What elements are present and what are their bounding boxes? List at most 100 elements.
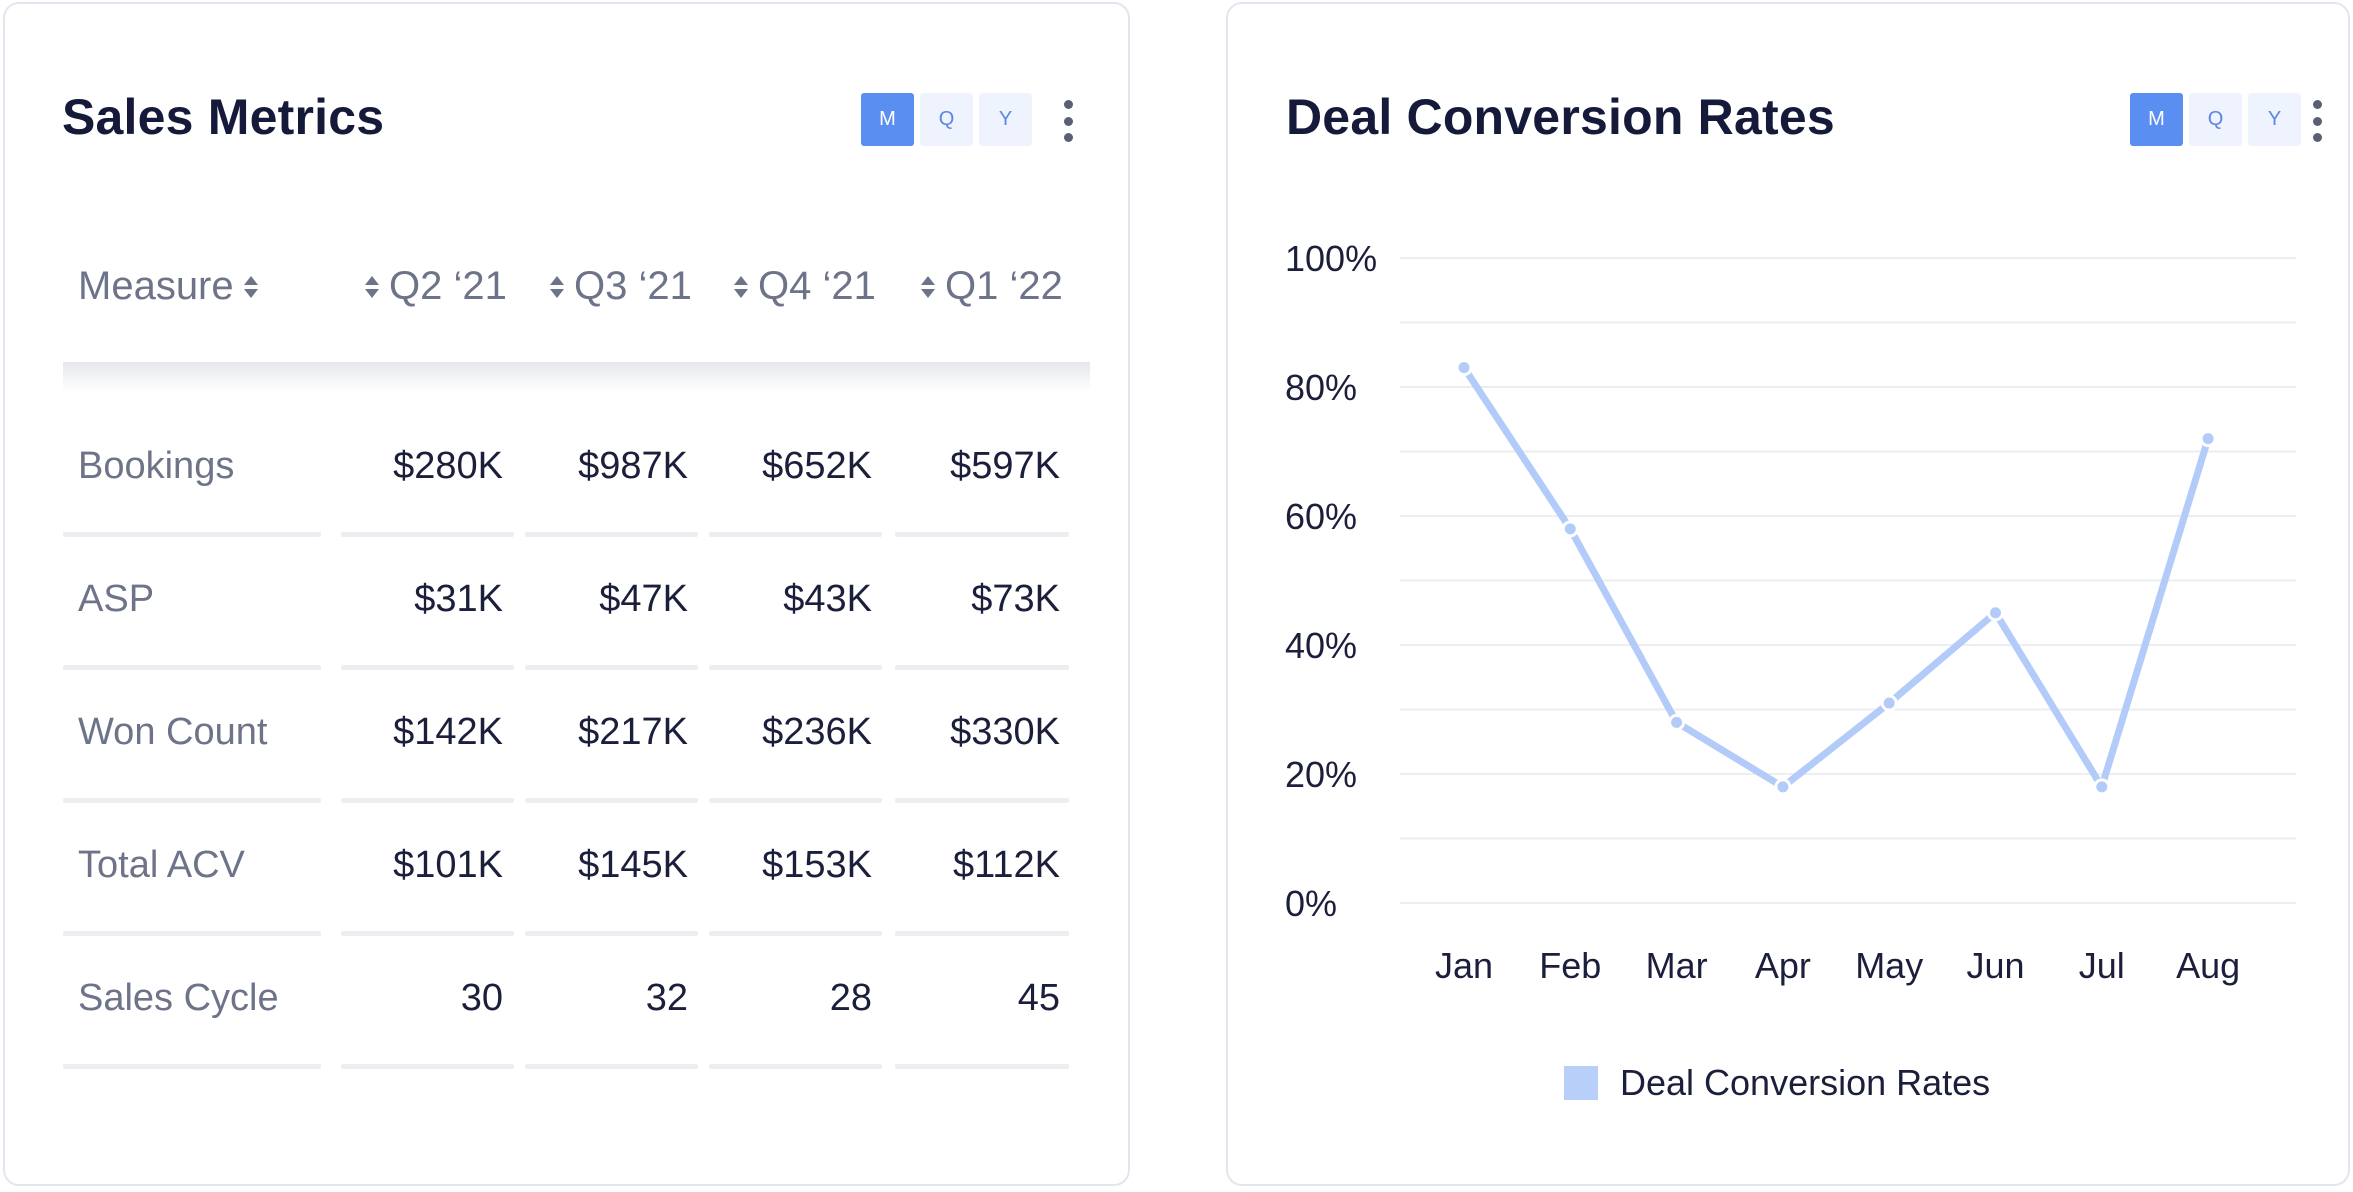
row-divider	[895, 931, 1069, 936]
legend-swatch	[1564, 1066, 1598, 1100]
row-divider	[63, 798, 321, 803]
period-month-button[interactable]: M	[2130, 93, 2183, 146]
row-divider	[341, 931, 514, 936]
row-divider	[709, 665, 882, 670]
x-tick-label: May	[1855, 945, 1923, 986]
row-divider	[895, 532, 1069, 537]
x-tick-label: Aug	[2176, 945, 2240, 986]
row-value: $217K	[578, 710, 688, 753]
period-year-button[interactable]: Y	[2248, 93, 2301, 146]
row-value: $101K	[393, 843, 503, 886]
y-tick-label: 80%	[1285, 367, 1357, 408]
x-tick-label: Jan	[1435, 945, 1493, 986]
row-value: 30	[460, 976, 503, 1019]
period-selector: M Q Y	[2130, 93, 2301, 146]
row-value: 32	[645, 976, 688, 1019]
column-header-q1-22[interactable]: Q1 ‘22	[921, 264, 1063, 309]
row-value: $280K	[393, 444, 503, 487]
row-divider	[525, 931, 698, 936]
x-tick-label: Mar	[1646, 945, 1708, 986]
sales-metrics-card: Sales Metrics M Q Y Measure Q2 ‘21 Q3 ‘2…	[3, 2, 1130, 1186]
metrics-table: Measure Q2 ‘21 Q3 ‘21 Q4 ‘21 Q1 ‘22 Book…	[63, 234, 1090, 1069]
row-value: $145K	[578, 843, 688, 886]
row-divider	[709, 1064, 882, 1069]
data-point[interactable]	[1774, 778, 1792, 796]
period-year-button[interactable]: Y	[979, 93, 1032, 146]
row-divider	[525, 532, 698, 537]
row-value: $330K	[950, 710, 1060, 753]
row-divider	[341, 665, 514, 670]
row-value: $597K	[950, 444, 1060, 487]
data-point[interactable]	[1880, 694, 1898, 712]
row-value: $987K	[578, 444, 688, 487]
data-point[interactable]	[2199, 430, 2217, 448]
x-tick-label: Apr	[1755, 945, 1811, 986]
period-selector: M Q Y	[861, 93, 1032, 146]
y-tick-label: 20%	[1285, 754, 1357, 795]
row-divider	[63, 931, 321, 936]
row-divider	[525, 665, 698, 670]
header-divider	[63, 362, 1090, 392]
row-value: 45	[1017, 976, 1060, 1019]
row-value: $73K	[971, 577, 1060, 620]
sort-icon[interactable]	[921, 275, 935, 298]
sort-icon[interactable]	[365, 275, 379, 298]
column-header-q2-21[interactable]: Q2 ‘21	[365, 264, 507, 309]
data-point[interactable]	[1561, 520, 1579, 538]
x-tick-label: Jun	[1966, 945, 2024, 986]
column-header-label: Q3 ‘21	[574, 264, 692, 308]
row-value: $31K	[414, 577, 503, 620]
period-quarter-button[interactable]: Q	[920, 93, 973, 146]
row-value: $142K	[393, 710, 503, 753]
row-value: $236K	[762, 710, 872, 753]
row-divider	[709, 931, 882, 936]
card-title: Sales Metrics	[62, 89, 385, 145]
column-header-measure[interactable]: Measure	[78, 264, 258, 309]
row-measure-label: Total ACV	[78, 843, 245, 886]
chart-legend[interactable]: Deal Conversion Rates	[1564, 1062, 1990, 1104]
data-point[interactable]	[1668, 713, 1686, 731]
series-line	[1460, 364, 2212, 791]
data-point[interactable]	[1455, 359, 1473, 377]
y-tick-label: 0%	[1285, 883, 1337, 924]
data-point[interactable]	[2093, 778, 2111, 796]
table-row: Total ACV $101K $145K $153K $112K	[63, 805, 1090, 938]
x-tick-label: Jul	[2079, 945, 2125, 986]
more-options-icon[interactable]	[2307, 100, 2327, 142]
table-row: ASP $31K $47K $43K $73K	[63, 539, 1090, 672]
row-divider	[895, 798, 1069, 803]
column-header-label: Measure	[78, 264, 234, 308]
data-point[interactable]	[1987, 604, 2004, 622]
column-header-q3-21[interactable]: Q3 ‘21	[550, 264, 692, 309]
table-row: Sales Cycle 30 32 28 45	[63, 938, 1090, 1071]
sort-icon[interactable]	[550, 275, 564, 298]
x-tick-label: Feb	[1539, 945, 1601, 986]
row-measure-label: Bookings	[78, 444, 235, 487]
sort-icon[interactable]	[734, 275, 748, 298]
row-divider	[341, 532, 514, 537]
period-month-button[interactable]: M	[861, 93, 914, 146]
table-row: Won Count $142K $217K $236K $330K	[63, 672, 1090, 805]
column-header-label: Q2 ‘21	[389, 264, 507, 308]
row-divider	[63, 1064, 321, 1069]
sort-icon[interactable]	[243, 275, 258, 298]
more-options-icon[interactable]	[1058, 100, 1078, 142]
row-value: $652K	[762, 444, 872, 487]
row-divider	[63, 532, 321, 537]
row-divider	[525, 798, 698, 803]
period-quarter-button[interactable]: Q	[2189, 93, 2242, 146]
row-value: $47K	[599, 577, 688, 620]
row-divider	[709, 532, 882, 537]
column-header-q4-21[interactable]: Q4 ‘21	[734, 264, 876, 309]
column-header-label: Q4 ‘21	[758, 264, 876, 308]
row-divider	[895, 665, 1069, 670]
column-header-label: Q1 ‘22	[945, 264, 1063, 308]
row-value: $43K	[783, 577, 872, 620]
row-divider	[709, 798, 882, 803]
row-divider	[63, 665, 321, 670]
row-divider	[525, 1064, 698, 1069]
card-title: Deal Conversion Rates	[1286, 89, 1835, 145]
legend-label: Deal Conversion Rates	[1620, 1062, 1991, 1103]
row-divider	[341, 1064, 514, 1069]
